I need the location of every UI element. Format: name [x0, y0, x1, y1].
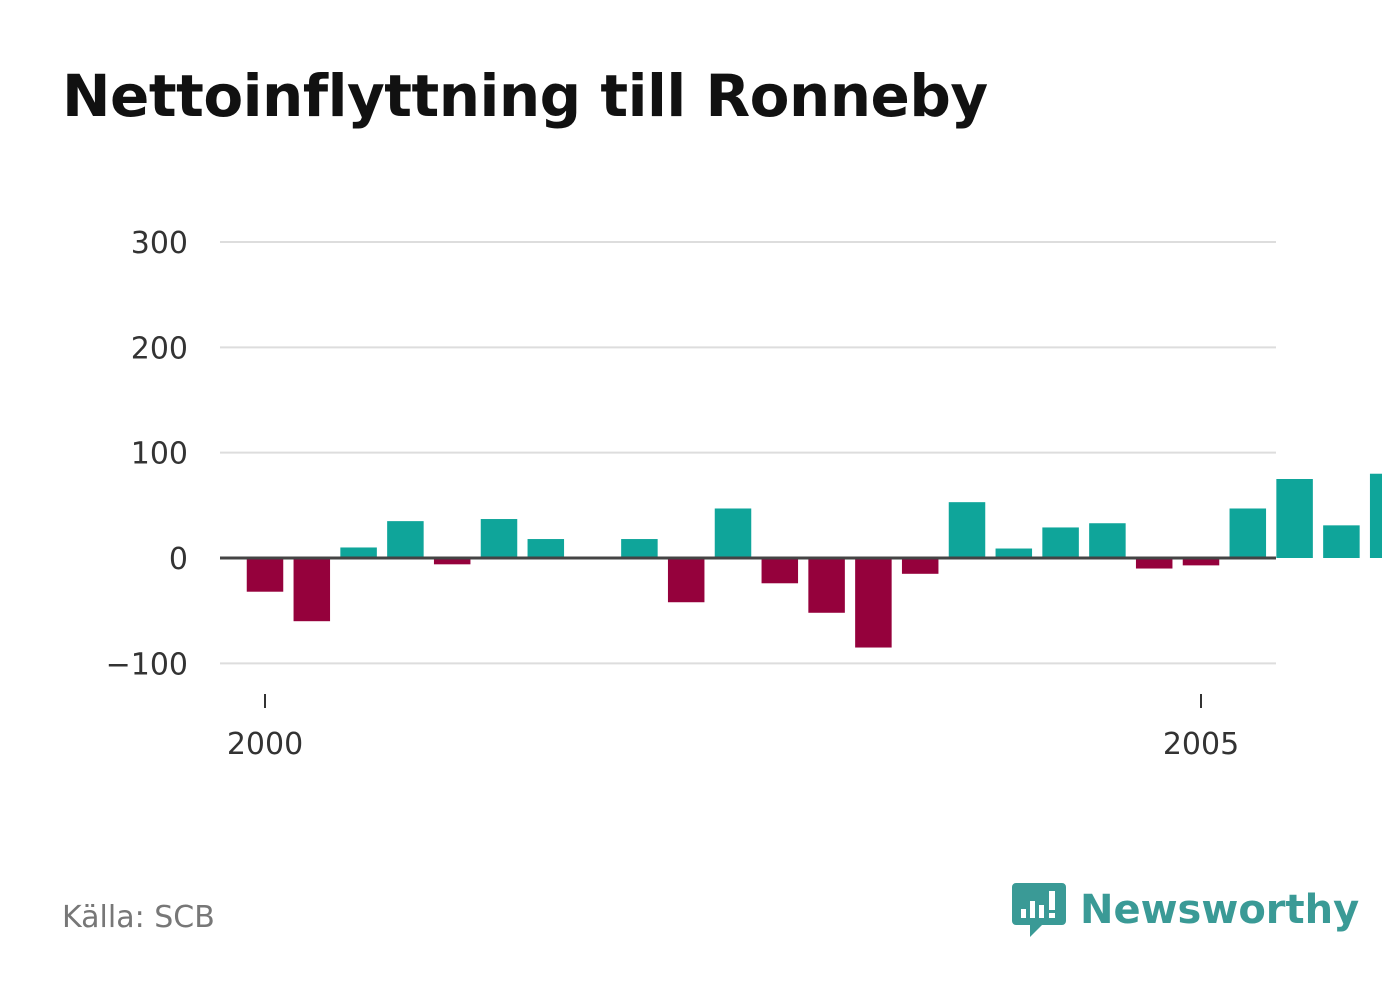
bar — [901, 558, 939, 574]
x-axis: 200020052010201520202025 — [227, 694, 1239, 762]
bar — [714, 508, 752, 558]
bar — [527, 539, 565, 558]
bar — [340, 547, 377, 558]
bar — [1276, 479, 1313, 558]
bar — [433, 558, 471, 565]
bar — [621, 539, 658, 558]
chart-title: Nettoinflyttning till Ronneby — [62, 62, 988, 130]
bar — [1089, 523, 1126, 558]
y-tick-label: 100 — [131, 437, 188, 472]
bar — [246, 558, 284, 592]
y-tick-label: −100 — [106, 647, 188, 682]
y-axis: 300 200 100 0 −100 — [106, 226, 188, 682]
bar — [948, 502, 986, 558]
bar — [808, 558, 845, 613]
grid-lines — [220, 241, 1276, 665]
bar — [995, 548, 1033, 558]
brand-logo[interactable]: Newsworthy — [1012, 880, 1359, 940]
bars — [246, 473, 1382, 648]
bar — [1182, 558, 1220, 566]
bar — [761, 558, 799, 584]
y-tick-label: 200 — [131, 331, 188, 366]
x-tick-label: 2000 — [227, 727, 303, 762]
y-tick-label: 300 — [131, 226, 188, 261]
newsworthy-logo-icon — [1012, 883, 1066, 937]
bar — [1042, 527, 1079, 558]
bar — [1135, 558, 1173, 569]
bar — [1323, 525, 1360, 558]
x-tick-label: 2005 — [1163, 727, 1239, 762]
bar — [667, 558, 705, 603]
source-note: Källa: SCB — [62, 900, 215, 935]
y-tick-label: 0 — [169, 542, 188, 577]
brand-name: Newsworthy — [1080, 887, 1360, 933]
bar — [1369, 473, 1382, 558]
bar — [1229, 508, 1267, 558]
bar — [293, 558, 331, 622]
bar — [855, 558, 892, 648]
bar — [480, 519, 518, 558]
bar — [387, 521, 424, 558]
